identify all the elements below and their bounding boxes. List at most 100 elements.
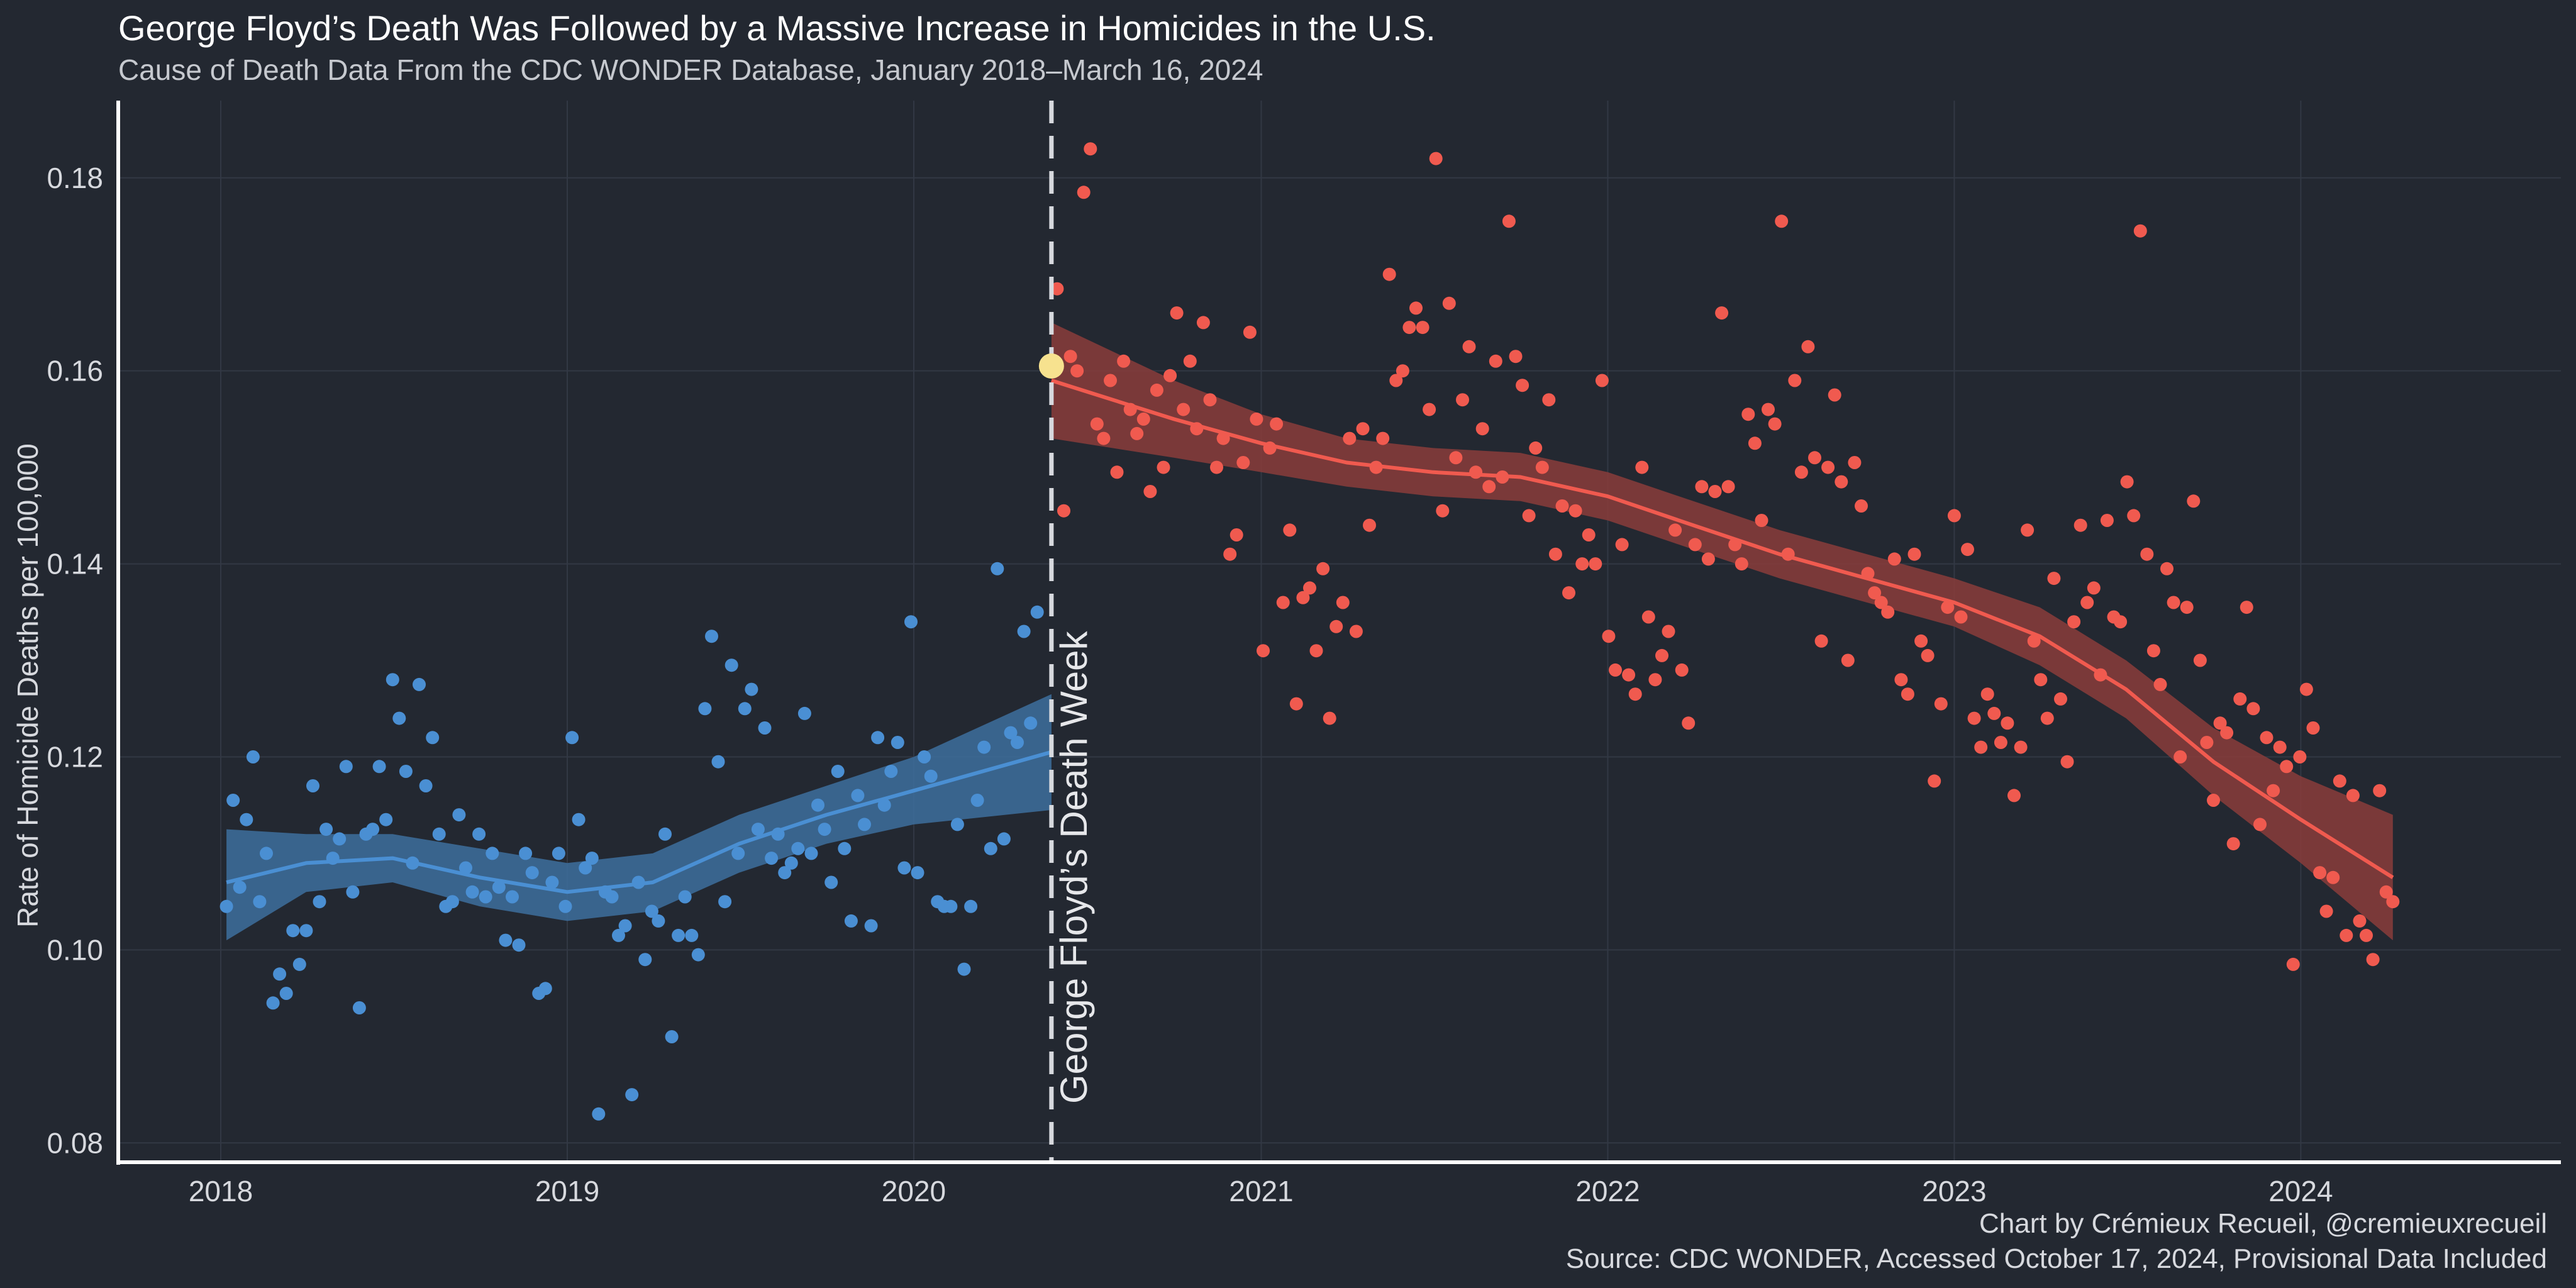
post-data-point: [2034, 673, 2048, 687]
pre-data-point: [1024, 716, 1038, 730]
pre-data-point: [797, 706, 811, 720]
post-data-point: [2373, 784, 2387, 797]
pre-data-point: [499, 933, 513, 947]
pre-data-point: [811, 798, 824, 812]
post-data-point: [1907, 547, 1921, 561]
pre-data-point: [233, 880, 247, 894]
post-data-point: [1336, 596, 1350, 609]
pre-data-point: [711, 755, 725, 769]
post-data-point: [1602, 630, 1616, 643]
pre-data-point: [884, 765, 898, 778]
pre-data-point: [738, 702, 752, 716]
post-data-point: [1582, 528, 1596, 541]
post-data-point: [2240, 601, 2253, 614]
post-data-point: [1735, 557, 1748, 571]
post-data-point: [1835, 475, 1848, 489]
post-data-point: [1721, 480, 1735, 494]
pre-data-point: [579, 861, 592, 875]
post-data-point: [2226, 837, 2240, 851]
post-data-point: [1701, 552, 1715, 566]
pre-data-point: [997, 832, 1011, 846]
post-data-point: [2001, 716, 2014, 730]
post-data-point: [1382, 267, 1396, 281]
post-data-point: [1183, 354, 1197, 368]
pre-data-point: [897, 861, 911, 875]
post-data-point: [1775, 214, 1789, 228]
pre-trend-line: [226, 750, 1052, 894]
pre-data-point: [419, 779, 433, 792]
post-data-point: [2174, 750, 2187, 763]
pre-data-point: [652, 914, 665, 928]
pre-data-point: [698, 702, 712, 716]
post-data-point: [2260, 731, 2273, 745]
post-data-point: [1868, 586, 1882, 600]
post-data-point: [1755, 514, 1768, 527]
post-data-point: [1961, 543, 1974, 557]
pre-data-point: [765, 852, 779, 865]
pre-data-point: [572, 813, 586, 826]
post-data-point: [2133, 224, 2147, 238]
post-data-point: [2187, 494, 2201, 508]
post-data-point: [1396, 364, 1409, 378]
pre-data-point: [413, 677, 426, 691]
pre-data-point: [665, 1030, 679, 1043]
post-data-point: [1163, 369, 1177, 382]
pre-data-point: [333, 832, 347, 846]
post-data-point: [2286, 957, 2300, 971]
post-data-point: [1695, 480, 1709, 494]
post-trend-line: [1050, 379, 2394, 879]
y-tick-label: 0.12: [47, 740, 103, 773]
pre-data-point: [240, 813, 253, 826]
post-data-point: [2200, 736, 2214, 749]
pre-data-point: [279, 987, 293, 1000]
post-data-point: [1090, 417, 1104, 431]
post-data-point: [2333, 774, 2346, 788]
data-points: [219, 142, 2400, 1121]
pre-data-point: [957, 962, 971, 976]
post-data-point: [1708, 485, 1722, 498]
post-data-point: [2087, 581, 2101, 595]
post-data-point: [2319, 904, 2333, 918]
post-data-point: [1117, 354, 1131, 368]
pre-data-point: [339, 760, 353, 774]
post-data-point: [2313, 866, 2327, 880]
post-data-point: [1057, 504, 1070, 518]
post-data-point: [1715, 306, 1729, 320]
post-data-point: [1482, 480, 1496, 494]
pre-data-point: [672, 928, 686, 942]
post-data-point: [2326, 870, 2340, 884]
post-data-point: [1980, 687, 1994, 701]
post-data-point: [1516, 379, 1530, 392]
post-data-point: [1941, 601, 1955, 614]
pre-data-point: [486, 847, 499, 860]
post-data-point: [1210, 460, 1223, 474]
pre-data-point: [479, 890, 492, 904]
post-data-point: [2280, 760, 2294, 774]
post-data-point: [1363, 518, 1376, 532]
pre-data-point: [538, 982, 552, 996]
post-data-point: [1562, 586, 1575, 600]
post-data-point: [1070, 364, 1084, 378]
post-data-point: [2386, 895, 2400, 909]
post-data-point: [1475, 422, 1489, 436]
post-data-point: [1236, 456, 1250, 469]
post-data-point: [1402, 321, 1416, 335]
post-data-point: [1901, 687, 1914, 701]
post-data-point: [1110, 465, 1124, 479]
x-tick-label: 2019: [535, 1175, 599, 1208]
post-data-point: [1462, 340, 1476, 353]
post-data-point: [1349, 625, 1363, 638]
pre-data-point: [605, 890, 619, 904]
post-data-point: [2160, 562, 2174, 575]
pre-data-point: [977, 740, 991, 754]
post-data-point: [1469, 465, 1483, 479]
axes: [116, 101, 2561, 1165]
post-data-point: [1522, 509, 1536, 523]
pre-data-point: [492, 880, 506, 894]
pre-data-point: [904, 615, 918, 629]
pre-data-point: [319, 823, 333, 836]
pre-data-point: [565, 731, 579, 745]
post-data-point: [2080, 596, 2094, 609]
pre-data-point: [838, 841, 852, 855]
